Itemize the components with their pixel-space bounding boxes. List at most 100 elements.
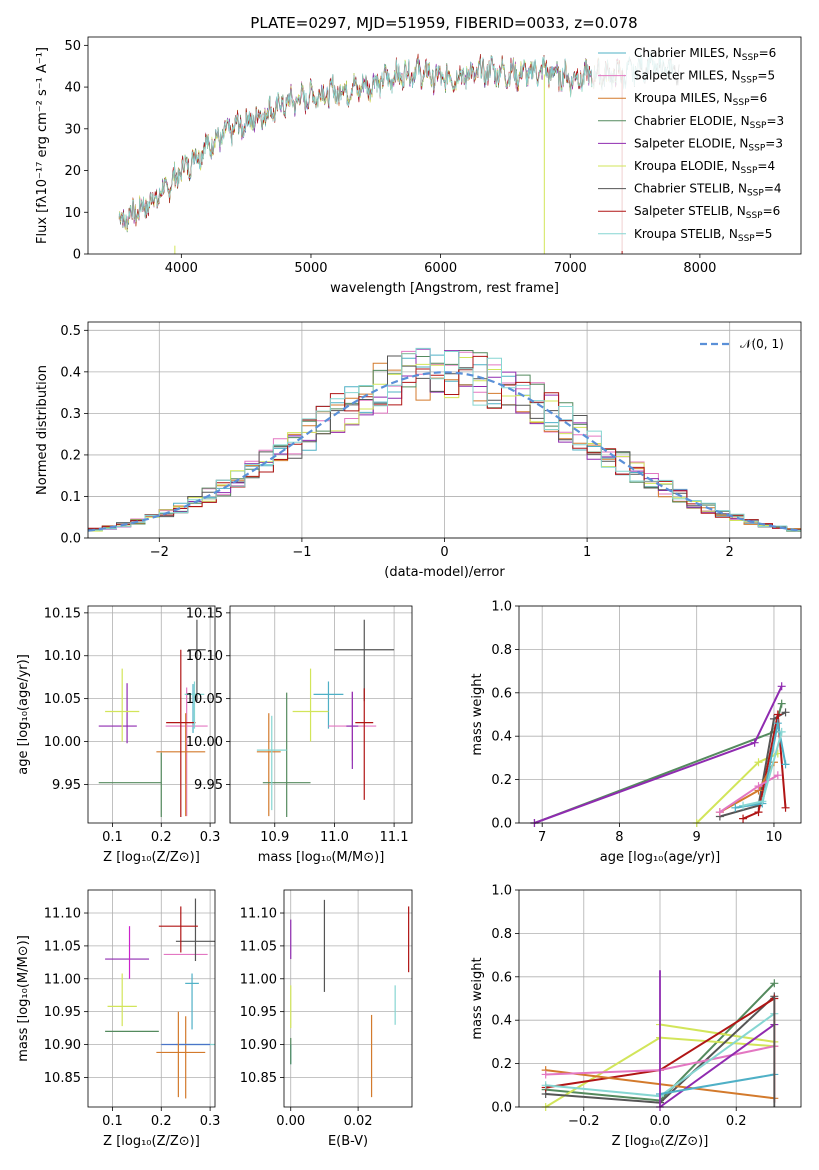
- x-tick-label: 0.3: [200, 830, 221, 845]
- y-tick-label: 0.0: [491, 817, 512, 832]
- y-tick-label: 10.95: [44, 1005, 81, 1020]
- y-tick-label: 1.0: [491, 600, 512, 615]
- x-tick-label: 0.00: [276, 1114, 305, 1129]
- x-tick-label: 5000: [294, 261, 327, 276]
- spectrum-line-chabrier-elodie: [118, 54, 623, 233]
- x-tick-label: 0.2: [151, 1114, 172, 1129]
- y-tick-label: 9.95: [194, 778, 223, 793]
- spectrum-line-kroupa-stelib: [118, 50, 674, 229]
- y-tick-label: 0.8: [491, 643, 512, 658]
- y-tick-label: 10.15: [186, 606, 223, 621]
- y-tick-label: 10.85: [44, 1071, 81, 1086]
- x-tick-label: 1: [583, 545, 591, 560]
- weight-marker: [781, 760, 790, 769]
- y-tick-label: 10.95: [240, 1005, 277, 1020]
- weight-marker: [715, 808, 724, 817]
- spectrum-legend: Chabrier MILES, NSSP=6 Salpeter MILES, NS…: [592, 43, 798, 251]
- weight-marker: [739, 801, 748, 810]
- y-tick-label: 10.00: [186, 735, 223, 750]
- x-tick-label: 0.1: [102, 830, 123, 845]
- x-tick-label: −2: [150, 545, 169, 560]
- spectrum-axes: 4000 5000 6000 7000 8000 0 10 20 30 40 50 wavelengt…: [35, 39, 716, 296]
- normal-curve: [87, 371, 802, 532]
- y-tick-label: 0.6: [491, 686, 512, 701]
- weight-marker: [781, 708, 790, 717]
- mass_weight_vs_age-frame: [518, 605, 802, 824]
- charts-layer: 4000 5000 6000 7000 800001020304050wavelengt…: [16, 36, 802, 1149]
- y-tick-label: 11.00: [44, 972, 81, 987]
- x-tick-label: 11.0: [320, 830, 349, 845]
- y-tick-label: 10.05: [186, 692, 223, 707]
- x-axis-label: (data-model)/error: [384, 565, 505, 580]
- x-tick-label: 0.0: [650, 1114, 671, 1129]
- spectrum-line-salpeter-elodie: [118, 56, 623, 230]
- y-tick-label: 11.10: [44, 907, 81, 922]
- legend-label: Salpeter STELIB, NSSP=6: [634, 204, 780, 221]
- x-tick-label: 7000: [554, 261, 587, 276]
- y-tick-label: 0: [73, 248, 81, 263]
- y-tick-label: 0.4: [60, 365, 81, 380]
- y-tick-label: 0.2: [60, 448, 81, 463]
- weight-marker: [541, 1081, 550, 1090]
- y-tick-label: 10: [64, 206, 81, 221]
- weight-line-salpeter-stelib: [742, 714, 787, 820]
- y-axis-label: Normed distribution: [35, 365, 50, 495]
- weight-marker: [739, 814, 748, 823]
- y-tick-label: 1.0: [491, 884, 512, 899]
- weight-marker: [731, 803, 740, 812]
- age_vs_mass-frame: [229, 605, 413, 824]
- weight-marker: [541, 1070, 550, 1079]
- mass_vs_ebv-frame: [283, 889, 413, 1108]
- x-axis-label: E(B-V): [328, 1134, 368, 1149]
- y-axis-label: Flux [fλ10⁻¹⁷ erg cm⁻² s⁻¹ A⁻¹]: [35, 47, 50, 244]
- x-tick-label: 8000: [683, 261, 716, 276]
- x-axis-label: age [log₁₀(age/yr)]: [600, 850, 721, 865]
- residuals-axes: −2 −1 0 1 2 0.0 0.1 0.2 0.3 0.4 0.5 (data-model)/er…: [35, 322, 802, 580]
- x-tick-label: −1: [292, 545, 311, 560]
- y-tick-label: 9.95: [52, 778, 81, 793]
- y-tick-label: 11.10: [240, 907, 277, 922]
- y-tick-label: 10.00: [44, 735, 81, 750]
- x-tick-label: 6000: [424, 261, 457, 276]
- legend-box: [592, 43, 798, 251]
- y-tick-label: 10.15: [44, 606, 81, 621]
- y-tick-label: 0.5: [60, 324, 81, 339]
- y-tick-label: 11.05: [44, 939, 81, 954]
- y-axis-label: mass weight: [470, 957, 485, 1039]
- histogram-salpeter-stelib: [88, 355, 801, 530]
- x-tick-label: 10: [766, 830, 783, 845]
- y-tick-label: 50: [64, 39, 81, 54]
- legend-label: Kroupa ELODIE, NSSP=4: [634, 159, 775, 176]
- x-tick-label: 7: [538, 830, 546, 845]
- x-tick-label: 4000: [165, 261, 198, 276]
- x-tick-label: 8: [615, 830, 623, 845]
- x-tick-label: 10.9: [260, 830, 289, 845]
- y-tick-label: 0.3: [60, 407, 81, 422]
- weight-marker: [777, 682, 786, 691]
- x-axis-label: mass [log₁₀(M/M⊙)]: [258, 850, 385, 865]
- x-tick-label: 11.1: [380, 830, 409, 845]
- x-tick-label: −0.2: [568, 1114, 600, 1129]
- legend-label: Salpeter ELODIE, NSSP=3: [634, 136, 783, 153]
- residuals-frame: [87, 321, 802, 539]
- mass_weight_vs_Z-frame: [518, 889, 802, 1108]
- weight-line-chabrier-miles: [659, 1073, 775, 1095]
- y-tick-label: 0.0: [491, 1101, 512, 1116]
- y-tick-label: 0.0: [60, 532, 81, 547]
- spectrum-line-kroupa-elodie: [118, 54, 622, 232]
- weight-marker: [754, 808, 763, 817]
- legend-label: Kroupa STELIB, NSSP=5: [634, 227, 772, 244]
- mass_vs_ebv-axes: 0.00 0.02 10.85 10.90 10.95 11.00 11.05 11.10 E(…: [240, 890, 412, 1149]
- weight-line-chabrier-stelib: [719, 711, 786, 818]
- y-tick-label: 10.85: [240, 1071, 277, 1086]
- weight-marker: [750, 738, 759, 747]
- y-tick-label: 0.6: [491, 970, 512, 985]
- x-tick-label: 0.2: [726, 1114, 747, 1129]
- y-axis-label: age [log₁₀(age/yr)]: [16, 654, 31, 775]
- x-tick-label: 0: [440, 545, 448, 560]
- mass_vs_Z-axes: 0.1 0.2 0.3 10.85 10.90 10.95 11.00 11.05 11.10 Z…: [16, 890, 220, 1149]
- age_vs_Z-axes: 0.1 0.2 0.3 9.95 10.00 10.05 10.10 10.15 Z [log₁…: [16, 606, 220, 865]
- y-tick-label: 40: [64, 81, 81, 96]
- y-tick-label: 20: [64, 164, 81, 179]
